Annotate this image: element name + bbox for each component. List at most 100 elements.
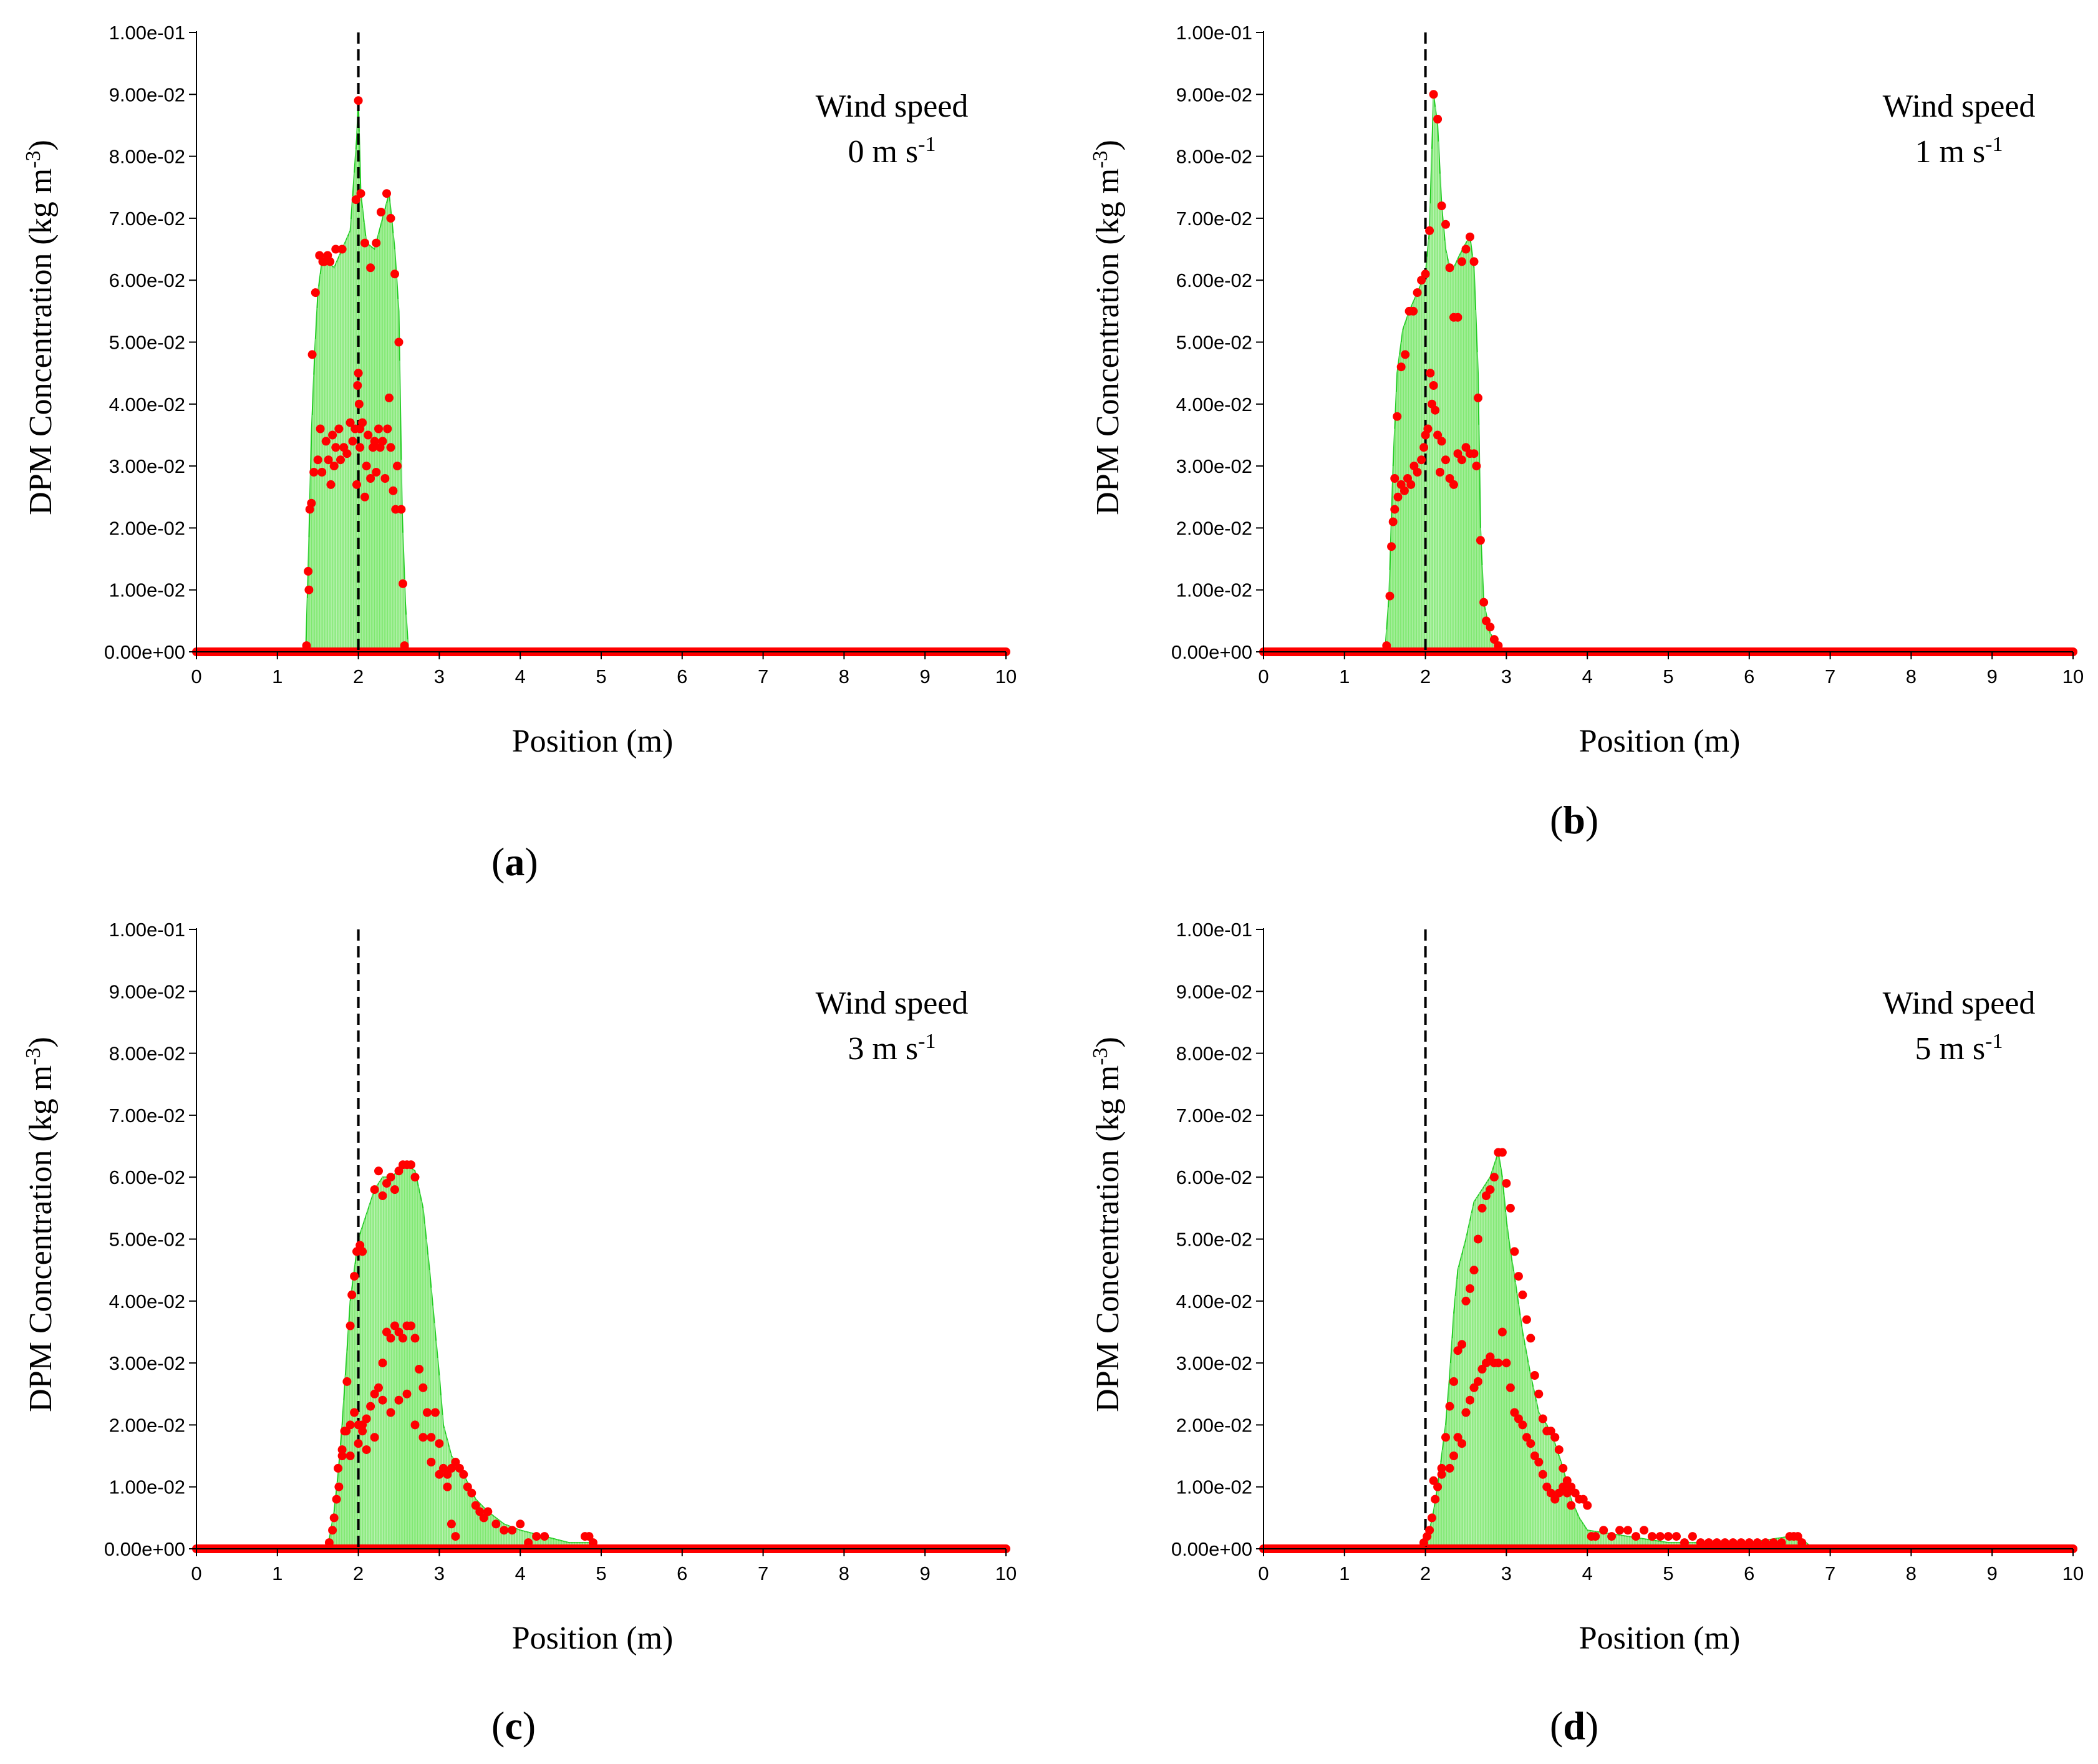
data-point: [346, 1321, 355, 1330]
x-tick-label: 6: [1744, 1563, 1754, 1584]
data-point: [1704, 1538, 1713, 1548]
x-tick-label: 7: [758, 666, 768, 687]
x-tick-label: 7: [1825, 666, 1835, 687]
panel-label-a: (a): [491, 840, 538, 884]
data-point: [463, 1482, 472, 1491]
data-point: [386, 213, 395, 223]
data-point: [313, 455, 322, 465]
wind-speed-value: 3 m s-1: [848, 1030, 935, 1067]
data-point: [516, 1519, 525, 1529]
data-point: [540, 1532, 549, 1541]
x-tick-label: 6: [677, 1563, 687, 1584]
data-point: [336, 455, 345, 465]
data-point: [370, 1389, 379, 1398]
data-point: [399, 579, 407, 588]
data-point: [443, 1470, 452, 1479]
data-point: [1494, 1359, 1503, 1368]
data-point: [342, 449, 352, 458]
y-tick-label: 4.00e-02: [1176, 1291, 1252, 1312]
data-point: [364, 430, 373, 440]
data-point: [427, 1458, 436, 1466]
y-tick-label: 1.00e-01: [109, 22, 185, 44]
x-tick-label: 9: [920, 666, 931, 687]
data-point: [1720, 1538, 1729, 1548]
data-point: [1550, 1433, 1560, 1442]
data-point: [386, 443, 395, 452]
x-tick-label: 5: [596, 1563, 606, 1584]
data-point: [483, 1507, 493, 1516]
data-point: [389, 486, 398, 495]
y-tick-label: 1.00e-02: [109, 1476, 185, 1498]
data-point: [392, 462, 402, 471]
y-tick-label: 9.00e-02: [1176, 981, 1252, 1002]
data-point: [383, 424, 392, 434]
data-point: [334, 1482, 344, 1491]
data-point: [1474, 1234, 1482, 1244]
y-axis-title: DPM Concentration (kg m-3): [22, 1037, 59, 1412]
x-tick-label: 4: [515, 666, 526, 687]
data-point: [329, 462, 339, 471]
x-tick-label: 9: [1987, 666, 1998, 687]
data-point: [390, 1185, 399, 1195]
data-point: [1406, 480, 1416, 489]
data-point: [337, 1445, 347, 1455]
data-point: [354, 1439, 363, 1448]
data-point: [342, 1377, 352, 1386]
data-point: [1583, 1501, 1592, 1510]
data-point: [1514, 1414, 1523, 1423]
data-point: [355, 443, 365, 452]
y-tick-label: 5.00e-02: [1176, 332, 1252, 354]
x-tick-label: 5: [1663, 1563, 1673, 1584]
x-tick-label: 2: [353, 666, 364, 687]
x-tick-label: 3: [1501, 1563, 1512, 1584]
data-point: [1469, 1266, 1479, 1275]
data-point: [354, 369, 363, 378]
data-point: [337, 1451, 347, 1460]
x-tick-label: 3: [1501, 666, 1512, 687]
data-point: [1413, 468, 1422, 477]
y-axis-title: DPM Concentration (kg m-3): [22, 140, 59, 515]
x-tick-label: 2: [1420, 666, 1431, 687]
data-point: [309, 468, 319, 477]
data-point: [1530, 1371, 1539, 1380]
data-point: [394, 1166, 404, 1176]
data-point: [1518, 1420, 1527, 1430]
data-point: [1534, 1389, 1544, 1398]
x-tick-label: 1: [272, 666, 283, 687]
x-tick-label: 5: [1663, 666, 1673, 687]
data-point: [475, 1507, 485, 1516]
data-point: [384, 393, 394, 402]
y-tick-label: 6.00e-02: [109, 269, 185, 291]
data-point: [1506, 1383, 1515, 1392]
x-tick-label: 6: [1744, 666, 1754, 687]
data-point: [1664, 1532, 1673, 1541]
data-point: [1419, 443, 1428, 452]
data-point: [1433, 115, 1443, 124]
data-point: [1436, 468, 1444, 477]
data-point: [1797, 1538, 1807, 1548]
data-point: [394, 1327, 404, 1337]
data-point: [1425, 1526, 1434, 1535]
data-point: [1623, 1526, 1633, 1535]
data-point: [524, 1538, 533, 1548]
data-point: [418, 1433, 428, 1442]
data-point: [447, 1463, 456, 1473]
data-point: [317, 468, 327, 477]
wind-speed-value: 5 m s-1: [1915, 1030, 2003, 1067]
data-point: [1390, 474, 1399, 483]
data-point: [1461, 245, 1471, 254]
x-tick-label: 9: [1987, 1563, 1998, 1584]
data-point: [1542, 1482, 1552, 1491]
x-tick-label: 1: [1339, 666, 1350, 687]
data-point: [326, 480, 336, 489]
y-tick-label: 0.00e+00: [1171, 641, 1252, 663]
x-tick-label: 2: [353, 1563, 364, 1584]
data-point: [1546, 1427, 1555, 1436]
data-point: [1486, 1185, 1495, 1195]
data-point: [370, 1185, 379, 1195]
data-point: [1433, 1482, 1443, 1491]
data-point: [407, 1160, 415, 1170]
data-point: [337, 245, 347, 254]
x-axis-title: Position (m): [1579, 724, 1741, 759]
data-point: [304, 566, 313, 576]
